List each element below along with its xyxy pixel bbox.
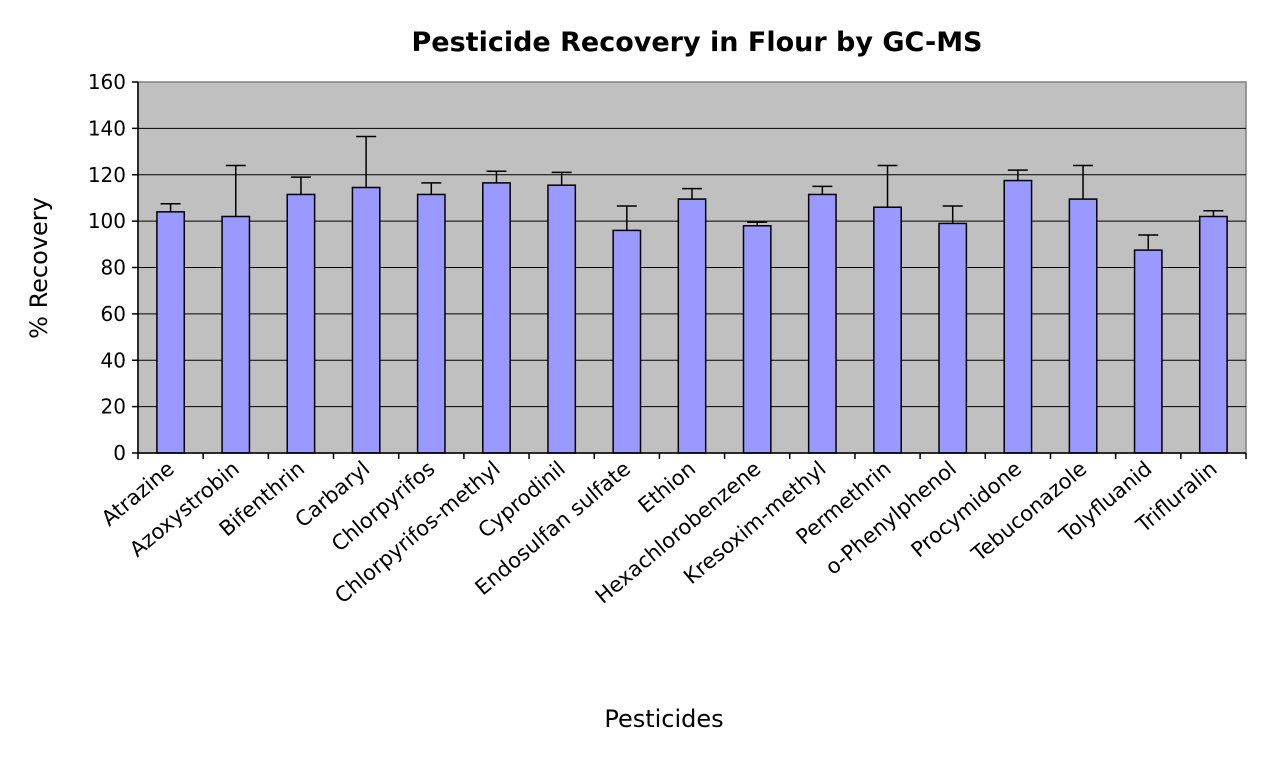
y-tick-label: 100 <box>88 209 126 233</box>
bar-bifenthrin <box>286 193 316 454</box>
bar-kresoxim-methyl <box>807 193 837 454</box>
bar-endosulfan-sulfate <box>612 229 642 454</box>
bar-tolyfluanid <box>1133 249 1163 454</box>
bar-chlorpyrifos-methyl <box>482 182 511 454</box>
x-axis: AtrazineAzoxystrobinBifenthrinCarbarylCh… <box>97 452 1247 608</box>
bar-azoxystrobin <box>221 215 251 454</box>
bar-cyprodinil <box>547 184 577 454</box>
bar-carbaryl <box>351 186 381 454</box>
y-tick-label: 160 <box>88 70 126 94</box>
bar-o-phenylphenol <box>938 222 968 454</box>
bar-chlorpyrifos <box>416 193 446 454</box>
y-axis: 0 20 40 60 80 100 120 140 160 <box>88 70 139 465</box>
bar-ethion <box>677 198 707 454</box>
bar-procymidone <box>1003 179 1033 454</box>
bar-tebuconazole <box>1068 198 1098 454</box>
y-tick-label: 20 <box>101 395 126 419</box>
bar-atrazine <box>156 211 186 454</box>
y-tick-label: 40 <box>101 348 126 372</box>
x-tick-label: Tebuconazole <box>966 456 1091 566</box>
y-axis-title: % Recovery <box>25 197 53 339</box>
chart-title: Pesticide Recovery in Flour by GC-MS <box>411 27 982 58</box>
y-tick-label: 140 <box>88 116 126 140</box>
x-tick-label: Procymidone <box>906 456 1026 562</box>
bar-permethrin <box>873 206 902 454</box>
bar-trifluralin <box>1198 215 1228 454</box>
x-tick-label: Azoxystrobin <box>125 456 244 561</box>
y-tick-label: 120 <box>88 163 126 187</box>
bar-series <box>156 179 1228 454</box>
error-bars <box>160 135 1224 251</box>
bar-hexachlorobenzene <box>742 225 772 454</box>
y-tick-label: 80 <box>101 256 126 280</box>
y-tick-label: 0 <box>113 441 126 465</box>
y-tick-label: 60 <box>101 302 126 326</box>
x-axis-title: Pesticides <box>604 705 723 733</box>
